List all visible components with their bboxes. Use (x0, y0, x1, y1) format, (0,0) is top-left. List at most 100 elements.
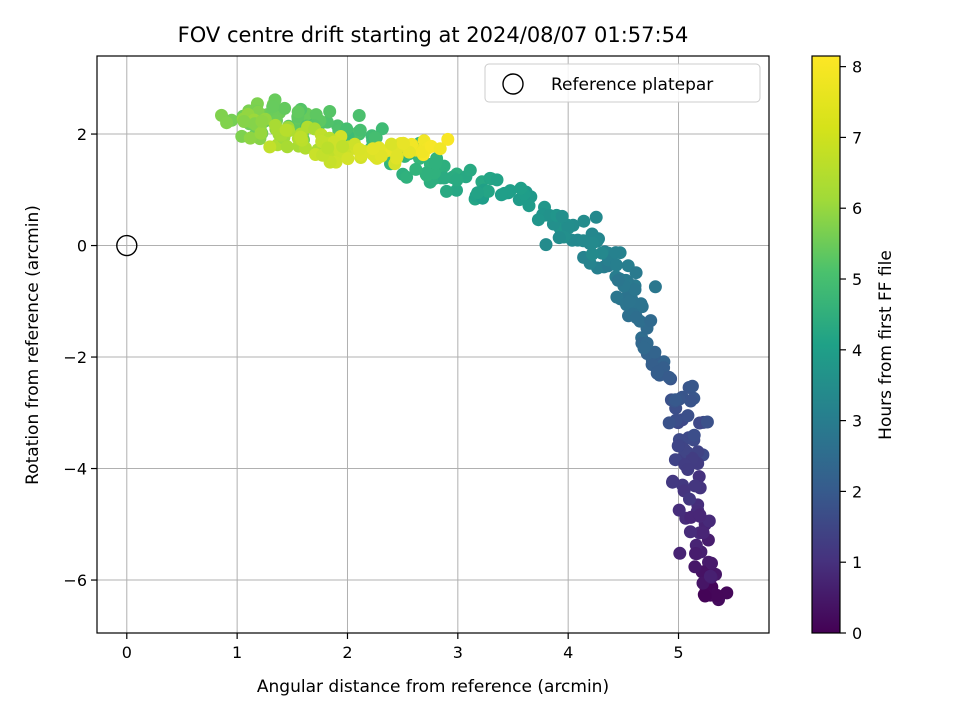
scatter-point (666, 475, 679, 489)
scatter-point (237, 115, 251, 128)
scatter-point (623, 294, 637, 308)
scatter-point (471, 186, 485, 200)
colorbar-tick-label: 3 (852, 412, 862, 431)
scatter-point (681, 409, 695, 423)
scatter-point (651, 365, 664, 379)
scatter-point (341, 152, 355, 166)
legend: Reference platepar (484, 63, 761, 103)
scatter-point (705, 556, 718, 570)
scatter-point (630, 311, 643, 325)
legend-entry-label: Reference platepar (551, 75, 713, 95)
colorbar-tick-label: 2 (852, 482, 862, 501)
scatter-points (215, 93, 734, 607)
scatter-point (684, 394, 698, 408)
scatter-point (323, 105, 337, 118)
scatter-point (576, 234, 590, 248)
scatter-point (634, 297, 648, 311)
scatter-point (688, 479, 702, 493)
scatter-point (440, 184, 453, 198)
scatter-point (668, 453, 682, 467)
scatter-point (400, 170, 414, 184)
colorbar-tick-label: 6 (852, 199, 862, 218)
legend-box (484, 63, 761, 103)
scatter-point (629, 266, 643, 280)
scatter-point (390, 151, 404, 165)
scatter-point (531, 213, 545, 227)
scatter-point (577, 214, 591, 228)
scatter-point (433, 142, 447, 156)
scatter-point (352, 109, 366, 122)
scatter-point (463, 163, 477, 177)
x-axis-label: Angular distance from reference (arcmin) (257, 677, 609, 697)
scatter-point (669, 393, 682, 407)
scatter-point (688, 560, 702, 574)
scatter-point (243, 131, 257, 145)
scatter-point (263, 140, 277, 154)
scatter-point (336, 139, 350, 153)
scatter-point (589, 210, 603, 224)
scatter-point (220, 116, 234, 130)
scatter-point (693, 508, 707, 522)
x-tick-label: 1 (232, 643, 242, 662)
scatter-point (644, 314, 658, 328)
scatter-point (450, 173, 464, 187)
legend-marker-icon (502, 73, 524, 95)
scatter-point (419, 166, 433, 180)
scatter-point (437, 171, 451, 185)
scatter-point (366, 142, 380, 156)
chart-title: FOV centre drift starting at 2024/08/07 … (178, 23, 689, 47)
scatter-point (685, 379, 699, 393)
scatter-point (710, 588, 724, 602)
y-axis-label: Rotation from reference (arcmin) (23, 205, 43, 485)
colorbar: 0 1 2 3 4 5 6 7 8 Hours from first FF file (811, 55, 896, 643)
x-tick-label: 5 (673, 643, 683, 662)
scatter-point (309, 108, 323, 122)
scatter-point (673, 546, 687, 560)
scatter-point (368, 131, 382, 145)
scatter-point (481, 184, 495, 198)
colorbar-ticks: 0 1 2 3 4 5 6 7 8 (840, 58, 862, 643)
scatter-point (611, 273, 625, 287)
reference-platepar-marker (116, 234, 138, 257)
colorbar-gradient (812, 56, 840, 633)
scatter-point (610, 290, 624, 304)
scatter-point (662, 370, 676, 384)
scatter-point (672, 503, 686, 517)
scatter-point (441, 132, 455, 146)
y-tick-label: −6 (63, 571, 87, 590)
scatter-point (494, 188, 508, 202)
scatter-point (266, 100, 280, 114)
x-tick-label: 0 (122, 643, 132, 662)
y-tick-label: 0 (77, 237, 87, 256)
scatter-point (700, 415, 714, 429)
colorbar-label: Hours from first FF file (876, 250, 896, 440)
scatter-point (429, 156, 443, 170)
scatter-point (687, 428, 701, 442)
scatter-point (280, 140, 294, 154)
scatter-point (278, 101, 292, 115)
scatter-point (698, 589, 712, 603)
plot-frame (96, 55, 770, 634)
scatter-point (279, 123, 293, 137)
scatter-point (585, 247, 599, 261)
scatter-point (609, 246, 623, 260)
colorbar-frame (811, 55, 841, 634)
scatter-point (703, 569, 717, 583)
scatter-point (353, 123, 367, 137)
y-tick-label: 2 (77, 125, 87, 144)
x-axis-ticks: 0 1 2 3 4 5 (122, 633, 684, 662)
reference-marker-layer (116, 234, 138, 257)
scatter-point (268, 118, 282, 132)
scatter-point (255, 114, 269, 128)
scatter-point (609, 258, 623, 272)
y-axis-ticks: −6 −4 −2 0 2 (63, 125, 97, 590)
scatter-point (396, 136, 410, 150)
y-tick-label: −4 (63, 460, 87, 479)
scatter-point (637, 341, 651, 355)
scatter-point (689, 547, 702, 560)
colorbar-tick-label: 5 (852, 270, 862, 289)
scatter-point (539, 238, 553, 252)
x-tick-label: 3 (453, 643, 463, 662)
scatter-point (648, 280, 662, 294)
